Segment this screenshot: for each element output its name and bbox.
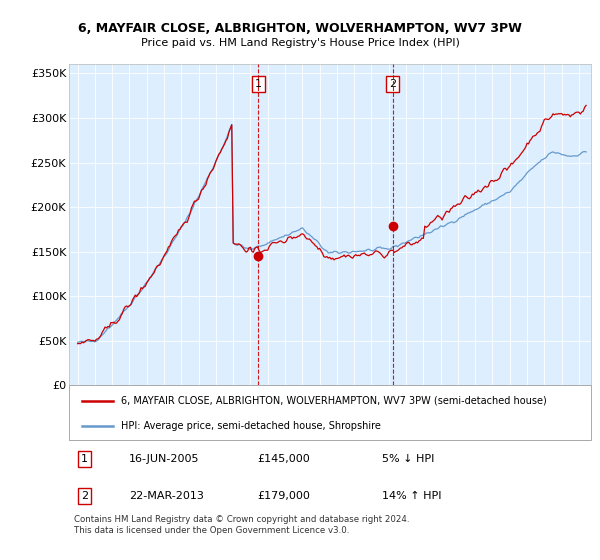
Text: 14% ↑ HPI: 14% ↑ HPI [382,491,442,501]
Text: HPI: Average price, semi-detached house, Shropshire: HPI: Average price, semi-detached house,… [121,421,381,431]
Text: £179,000: £179,000 [257,491,310,501]
Text: 16-JUN-2005: 16-JUN-2005 [129,454,200,464]
Text: 2: 2 [389,78,397,88]
FancyBboxPatch shape [69,385,591,440]
Text: 1: 1 [81,454,88,464]
Bar [259,64,393,385]
Text: 22-MAR-2013: 22-MAR-2013 [129,491,204,501]
Text: £145,000: £145,000 [257,454,310,464]
Text: Contains HM Land Registry data © Crown copyright and database right 2024.
This d: Contains HM Land Registry data © Crown c… [74,516,410,535]
Text: Price paid vs. HM Land Registry's House Price Index (HPI): Price paid vs. HM Land Registry's House … [140,38,460,48]
Text: 6, MAYFAIR CLOSE, ALBRIGHTON, WOLVERHAMPTON, WV7 3PW (semi-detached house): 6, MAYFAIR CLOSE, ALBRIGHTON, WOLVERHAMP… [121,396,547,405]
Text: 1: 1 [255,78,262,88]
Text: 6, MAYFAIR CLOSE, ALBRIGHTON, WOLVERHAMPTON, WV7 3PW: 6, MAYFAIR CLOSE, ALBRIGHTON, WOLVERHAMP… [78,22,522,35]
Text: 5% ↓ HPI: 5% ↓ HPI [382,454,434,464]
Text: 2: 2 [81,491,88,501]
